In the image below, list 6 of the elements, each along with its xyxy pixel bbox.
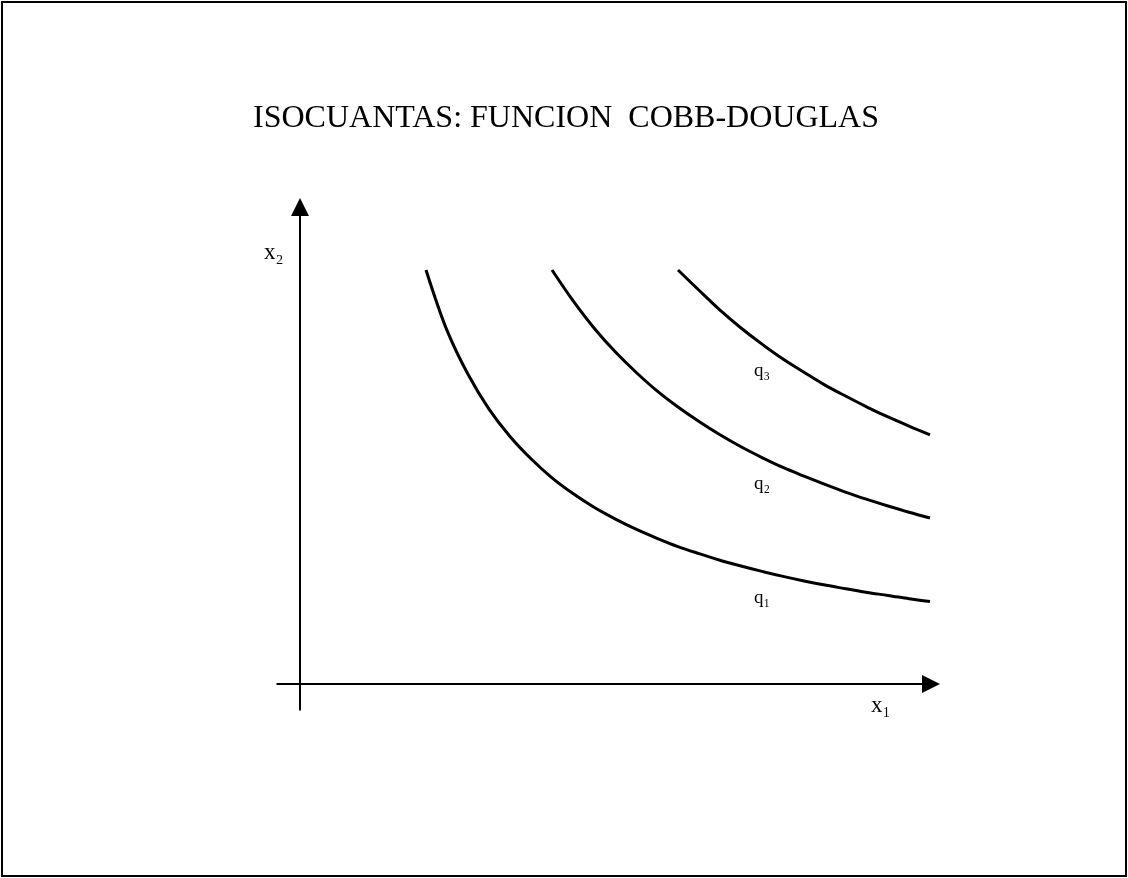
x-axis-title: x₁ — [871, 692, 891, 717]
series-label: q₃ — [754, 359, 771, 380]
chart-title: ISOCUANTAS: FUNCION COBB-DOUGLAS — [253, 98, 879, 135]
series-label: q₁ — [754, 586, 771, 607]
series-label: q₂ — [754, 472, 771, 493]
y-axis-title: x₂ — [264, 239, 284, 264]
